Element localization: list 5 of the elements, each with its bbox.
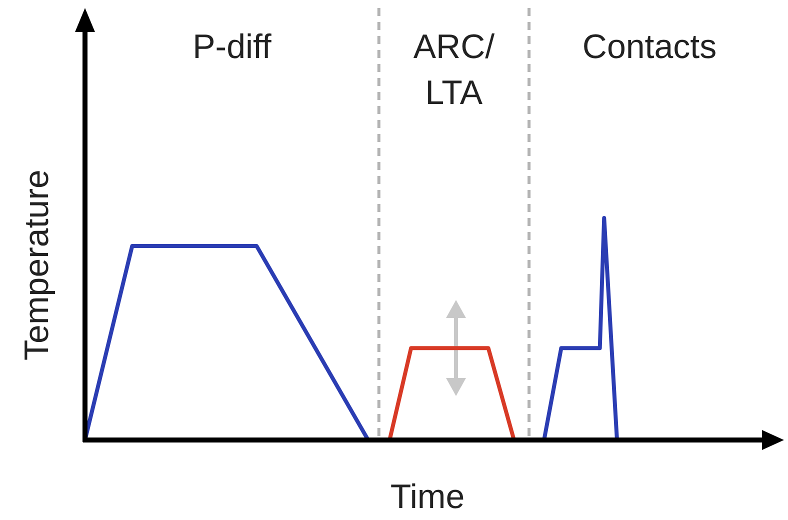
y-axis-title: Temperature [18,170,56,360]
x-axis-title: Time [390,478,465,516]
text: P-diff [192,28,272,66]
text: Contacts [582,28,717,66]
text: ARC/ LTA [413,28,496,112]
